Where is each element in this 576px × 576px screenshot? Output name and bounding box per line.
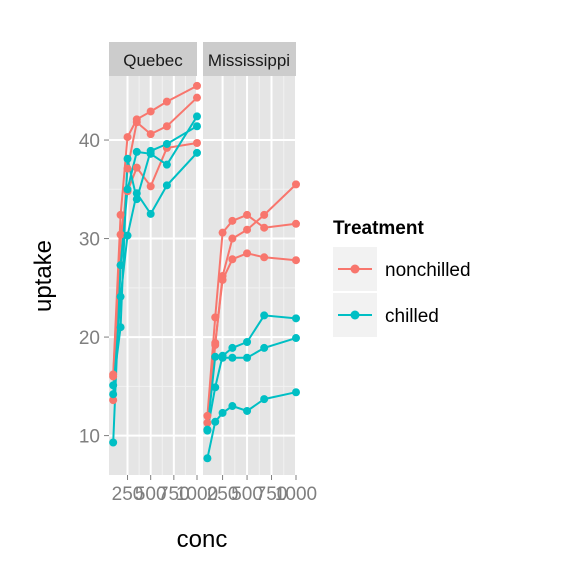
data-point-nonchilled xyxy=(228,255,236,263)
data-point-nonchilled xyxy=(193,94,201,102)
data-point-nonchilled xyxy=(124,133,132,141)
data-point-chilled xyxy=(292,334,300,342)
data-point-chilled xyxy=(117,293,125,301)
data-point-chilled xyxy=(260,395,268,403)
data-point-chilled xyxy=(133,148,141,156)
data-point-chilled xyxy=(203,454,211,462)
data-point-chilled xyxy=(292,388,300,396)
data-point-nonchilled xyxy=(163,122,171,130)
data-point-nonchilled xyxy=(228,235,236,243)
legend: Treatment nonchilled chilled xyxy=(333,218,471,337)
data-point-chilled xyxy=(228,344,236,352)
legend-item-chilled: chilled xyxy=(333,293,439,337)
data-point-chilled xyxy=(203,426,211,434)
data-point-chilled xyxy=(211,383,219,391)
data-point-nonchilled xyxy=(109,371,117,379)
y-axis: 10 20 30 40 xyxy=(79,131,109,448)
data-point-nonchilled xyxy=(203,419,211,427)
data-point-nonchilled xyxy=(117,231,125,239)
data-point-nonchilled xyxy=(260,224,268,232)
data-point-chilled xyxy=(133,195,141,203)
data-point-chilled xyxy=(124,155,132,163)
legend-label: nonchilled xyxy=(385,260,471,281)
facet-panel-mississippi: Mississippi xyxy=(203,42,300,475)
data-point-nonchilled xyxy=(133,115,141,123)
data-point-chilled xyxy=(124,232,132,240)
data-point-chilled xyxy=(147,147,155,155)
data-point-nonchilled xyxy=(292,256,300,264)
data-point-nonchilled xyxy=(163,98,171,106)
strip-label: Quebec xyxy=(123,51,183,70)
facet-panel-quebec: Quebec xyxy=(109,42,201,475)
data-point-chilled xyxy=(117,323,125,331)
data-point-chilled xyxy=(228,354,236,362)
data-point-chilled xyxy=(219,354,227,362)
data-point-chilled xyxy=(243,407,251,415)
data-point-chilled xyxy=(124,185,132,193)
legend-title: Treatment xyxy=(333,218,424,239)
data-point-chilled xyxy=(219,409,227,417)
data-point-chilled xyxy=(193,112,201,120)
data-point-chilled xyxy=(163,181,171,189)
y-axis-title: uptake xyxy=(30,240,57,312)
data-point-nonchilled xyxy=(292,220,300,228)
data-point-chilled xyxy=(109,390,117,398)
data-point-nonchilled xyxy=(219,229,227,237)
data-point-chilled xyxy=(260,311,268,319)
data-point-nonchilled xyxy=(260,211,268,219)
data-point-chilled xyxy=(260,344,268,352)
data-point-nonchilled xyxy=(147,107,155,115)
data-point-nonchilled xyxy=(193,139,201,147)
data-point-nonchilled xyxy=(243,249,251,257)
y-tick-label: 10 xyxy=(79,427,100,448)
panel-background xyxy=(203,76,296,475)
data-point-nonchilled xyxy=(292,180,300,188)
data-point-chilled xyxy=(211,418,219,426)
data-point-chilled xyxy=(109,381,117,389)
strip-label: Mississippi xyxy=(208,51,290,70)
data-point-chilled xyxy=(211,353,219,361)
data-point-nonchilled xyxy=(211,313,219,321)
data-point-nonchilled xyxy=(203,412,211,420)
data-point-nonchilled xyxy=(211,339,219,347)
legend-key-point xyxy=(351,311,360,320)
data-point-nonchilled xyxy=(117,211,125,219)
data-point-nonchilled xyxy=(219,276,227,284)
data-point-chilled xyxy=(243,354,251,362)
data-point-nonchilled xyxy=(243,226,251,234)
data-point-chilled xyxy=(163,161,171,169)
data-point-nonchilled xyxy=(147,130,155,138)
data-point-chilled xyxy=(147,210,155,218)
data-point-nonchilled xyxy=(133,164,141,172)
data-point-chilled xyxy=(193,122,201,130)
legend-key-point xyxy=(351,265,360,274)
data-point-chilled xyxy=(228,402,236,410)
data-point-chilled xyxy=(109,438,117,446)
x-tick-label: 1000 xyxy=(275,484,317,505)
y-tick-label: 40 xyxy=(79,131,100,152)
data-point-nonchilled xyxy=(260,253,268,261)
data-point-chilled xyxy=(117,261,125,269)
data-point-nonchilled xyxy=(228,217,236,225)
data-point-nonchilled xyxy=(243,211,251,219)
y-tick-label: 20 xyxy=(79,328,100,349)
data-point-chilled xyxy=(292,314,300,322)
legend-label: chilled xyxy=(385,306,439,327)
data-point-nonchilled xyxy=(147,182,155,190)
data-point-chilled xyxy=(163,140,171,148)
x-axis-title: conc xyxy=(177,526,228,553)
data-point-chilled xyxy=(193,149,201,157)
legend-item-nonchilled: nonchilled xyxy=(333,247,471,291)
data-point-nonchilled xyxy=(124,165,132,173)
data-point-chilled xyxy=(243,338,251,346)
y-tick-label: 30 xyxy=(79,230,100,251)
data-point-nonchilled xyxy=(193,82,201,90)
